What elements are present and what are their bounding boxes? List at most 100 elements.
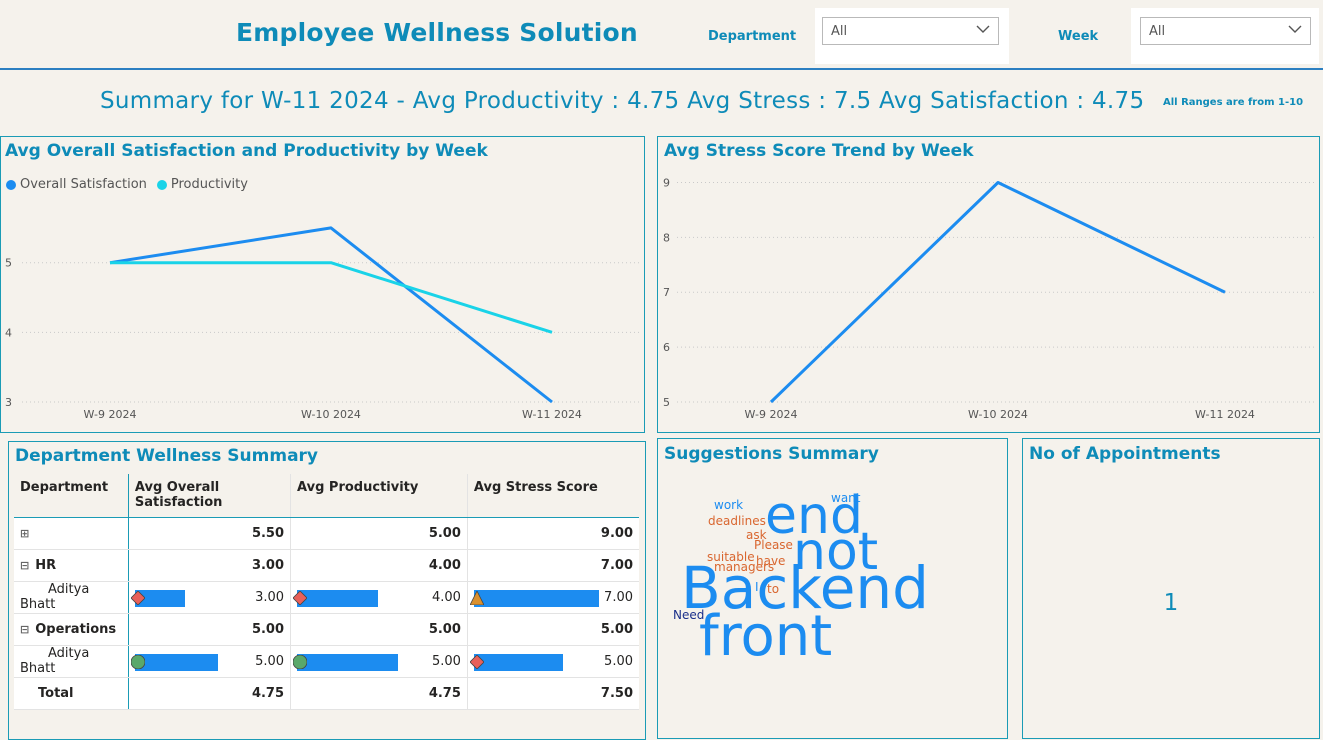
chevron-down-icon (1288, 25, 1302, 33)
word-cloud-word: end (765, 486, 863, 546)
chart1-x-tick-label: W-10 2024 (301, 408, 361, 421)
word-cloud-word: Backend (681, 554, 930, 622)
legend-label-productivity: Productivity (170, 177, 248, 192)
value-cell: 5.00 (466, 645, 639, 678)
row-label-cell: Aditya Bhatt (14, 645, 129, 678)
chart1-x-tick-label: W-11 2024 (522, 408, 582, 421)
value-cell: 3.00 (128, 581, 291, 614)
chart1-title: Avg Overall Satisfaction and Productivit… (5, 141, 488, 161)
word-cloud-word: ask (746, 528, 767, 542)
suggestions-panel (657, 438, 1008, 739)
chart2-x-tick-label: W-9 2024 (745, 408, 798, 421)
cell-value: 5.00 (604, 653, 633, 669)
department-summary-table: Department Avg Overall Satisfaction Avg … (14, 474, 639, 710)
col-header-satisfaction[interactable]: Avg Overall Satisfaction (128, 474, 291, 518)
row-label: HR (35, 557, 57, 573)
value-cell: 4.00 (290, 549, 468, 582)
cell-value: 4.00 (431, 589, 461, 605)
value-cell: 5.00 (128, 613, 291, 646)
green-circle-icon (130, 654, 145, 669)
value-cell: 5.00 (290, 645, 468, 678)
word-cloud-word: managers (714, 560, 775, 574)
data-bar (134, 589, 185, 607)
word-cloud-word: Please (754, 538, 793, 552)
ranges-note: All Ranges are from 1-10 (1163, 97, 1304, 108)
row-label-cell: ⊟ Operations (14, 613, 129, 646)
chevron-down-icon (976, 25, 990, 33)
cell-value: 7.00 (604, 589, 633, 605)
expand-toggle-icon[interactable]: ⊟ (20, 558, 30, 572)
stress-trend-chart: 5 6 7 8 9 W-9 2024 W-10 2024 W-11 2024 (663, 176, 1315, 421)
word-cloud-word: I (755, 580, 759, 594)
col-header-department[interactable]: Department (14, 474, 129, 518)
total-value: 7.50 (466, 677, 639, 710)
table-row[interactable]: ⊟ HR 3.00 4.00 7.00 (14, 549, 639, 582)
table-title: Department Wellness Summary (15, 446, 319, 466)
word-cloud-word: work (714, 498, 744, 512)
row-label-cell: Aditya Bhatt (14, 581, 129, 614)
expand-toggle-icon[interactable]: ⊞ (20, 526, 30, 540)
department-dropdown[interactable]: All (822, 17, 999, 45)
row-label: Aditya Bhatt (20, 646, 90, 676)
appointments-panel (1022, 438, 1320, 739)
stress-trend-panel (657, 136, 1320, 433)
value-cell: 4.00 (290, 581, 468, 614)
total-value: 4.75 (128, 677, 291, 710)
department-filter-label: Department (708, 29, 797, 44)
col-header-stress[interactable]: Avg Stress Score (466, 474, 639, 518)
value-cell: 7.00 (466, 549, 639, 582)
chart1-y-tick-label: 3 (5, 396, 12, 409)
value-cell: 9.00 (466, 517, 639, 550)
word-cloud-word: deadlines (708, 514, 766, 528)
week-filter-label: Week (1058, 29, 1099, 44)
data-bar (297, 653, 399, 671)
row-label-cell: ⊞ (14, 517, 129, 550)
department-dropdown-value: All (831, 24, 848, 39)
row-label-cell: ⊟ HR (14, 549, 129, 582)
cell-value: 3.00 (255, 589, 285, 605)
appointments-count: 1 (1163, 590, 1179, 616)
total-label: Total (14, 677, 129, 710)
data-bar (297, 589, 379, 607)
data-bar (473, 653, 563, 671)
value-cell: 7.00 (466, 581, 639, 614)
expand-toggle-icon[interactable]: ⊟ (20, 622, 30, 636)
red-diamond-icon (293, 590, 308, 605)
chart2-y-tick-label: 9 (663, 176, 670, 189)
legend-label-satisfaction: Overall Satisfaction (20, 177, 147, 192)
red-diamond-icon (469, 654, 484, 669)
value-cell: 5.00 (128, 645, 291, 678)
total-row: Total 4.75 4.75 7.50 (14, 677, 639, 710)
chart1-x-tick-label: W-9 2024 (84, 408, 137, 421)
chart2-y-tick-label: 5 (663, 396, 670, 409)
suggestions-title: Suggestions Summary (664, 444, 879, 464)
chart1-legend: Overall Satisfaction Productivity (6, 177, 248, 192)
chart2-y-tick-label: 6 (663, 341, 670, 354)
summary-banner: Summary for W-11 2024 - Avg Productivity… (100, 88, 1145, 114)
table-row[interactable]: Aditya Bhatt 5.00 5.00 5.00 (14, 645, 639, 678)
table-row[interactable]: ⊟ Operations 5.00 5.00 5.00 (14, 613, 639, 646)
row-label: Aditya Bhatt (20, 582, 90, 612)
cell-value: 5.00 (255, 653, 285, 669)
appointments-title: No of Appointments (1029, 444, 1221, 464)
green-circle-icon (293, 654, 308, 669)
week-dropdown-value: All (1149, 24, 1166, 39)
red-diamond-icon (130, 590, 145, 605)
chart2-title: Avg Stress Score Trend by Week (664, 141, 974, 161)
table-row[interactable]: Aditya Bhatt 3.00 4.00 7.00 (14, 581, 639, 614)
col-header-productivity[interactable]: Avg Productivity (290, 474, 468, 518)
total-value: 4.75 (290, 677, 468, 710)
legend-swatch-satisfaction (6, 179, 16, 190)
satisfaction-productivity-chart: 3 4 5 W-9 2024 W-10 2024 W-11 2024 (5, 226, 640, 421)
chart2-x-tick-label: W-11 2024 (1195, 408, 1255, 421)
word-cloud-word: not (793, 522, 879, 582)
suggestions-word-cloud: work want end deadlines ask Please not suitable… (657, 438, 1008, 739)
week-dropdown[interactable]: All (1140, 17, 1311, 45)
chart1-y-tick-label: 5 (5, 257, 12, 270)
chart2-x-tick-label: W-10 2024 (968, 408, 1028, 421)
data-bar (473, 589, 599, 607)
value-cell: 5.00 (290, 517, 468, 550)
table-row[interactable]: ⊞ 5.50 5.00 9.00 (14, 517, 639, 550)
value-cell: 5.50 (128, 517, 291, 550)
satisfaction-productivity-panel (0, 136, 645, 433)
